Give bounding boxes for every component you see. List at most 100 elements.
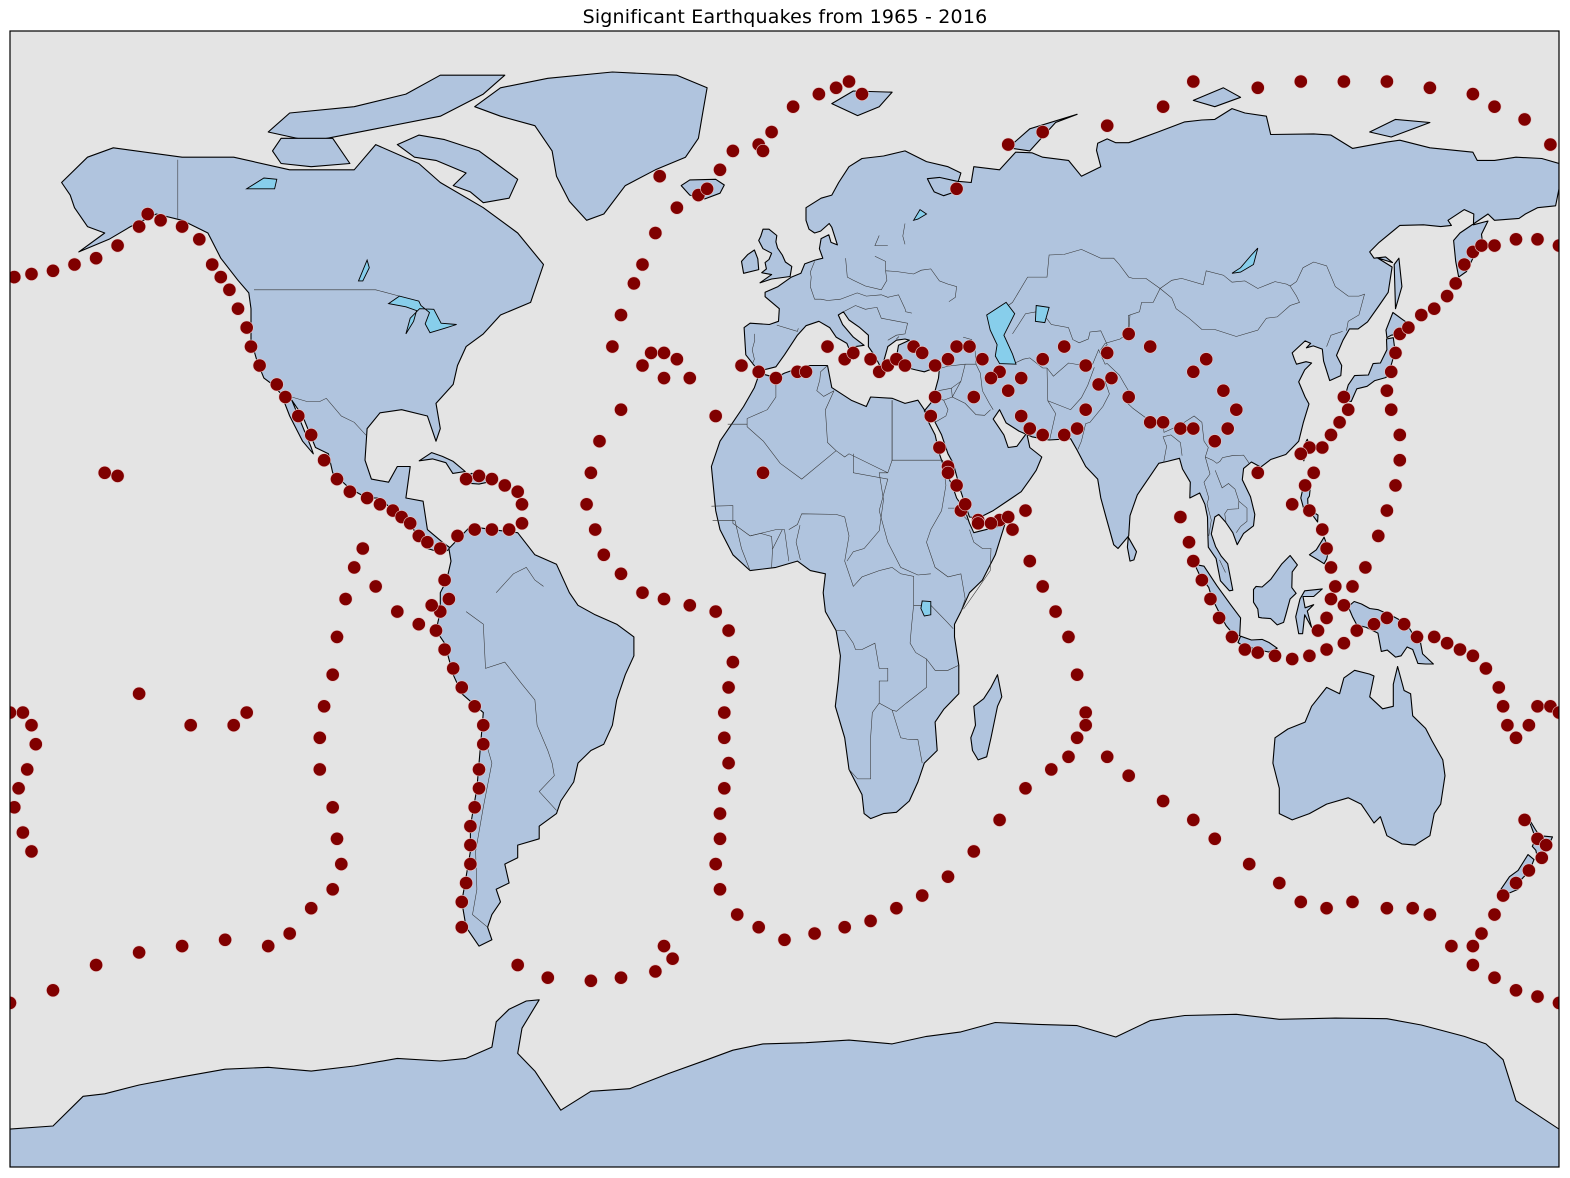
earthquake-point [1207,434,1222,449]
earthquake-point [1509,730,1523,745]
earthquake-point [1337,390,1351,404]
earthquake-point [1319,611,1334,625]
earthquake-point [312,762,327,777]
earthquake-point [717,730,732,745]
earthquake-point [1186,421,1201,436]
land-severnaya-zemlya [1192,87,1242,108]
earthquake-point [1479,661,1493,676]
country-border [846,472,888,562]
earthquake-point [1220,421,1235,436]
earthquake-point [1057,427,1072,442]
earthquake-point [1491,680,1506,695]
earthquake-point [855,87,869,101]
earthquake-point [1397,617,1411,632]
earthquake-point [812,87,826,101]
earthquake-point [312,730,327,745]
earthquake-point [1427,301,1442,316]
earthquake-point [213,270,228,284]
earthquake-point [1315,440,1330,455]
country-border [810,261,815,287]
earthquake-point [592,434,607,449]
land-australia [1272,665,1446,846]
earthquake-point [1500,718,1515,733]
earthquake-point [1487,907,1502,922]
country-border [934,400,949,423]
earthquake-point [1156,415,1170,430]
earthquake-point [1018,781,1033,796]
earthquake-point [984,516,998,531]
country-border [825,390,837,451]
earthquake-point [756,143,770,158]
earthquake-point [1380,74,1394,89]
country-border [750,533,773,550]
earthquake-point [863,914,878,928]
earthquake-point [614,308,628,322]
earthquake-point [368,579,383,594]
earthquake-point [282,926,297,941]
earthquake-point [463,838,478,852]
earthquake-point [670,200,684,215]
country-border [836,630,889,704]
earthquake-point [1457,257,1472,272]
earthquake-point [1212,611,1226,625]
earthquake-point [657,371,671,385]
earthquake-point [429,623,443,638]
earthquake-point [807,926,822,941]
earthquake-point [403,516,418,531]
earthquake-point [510,958,525,972]
earthquake-point [420,535,435,550]
earthquake-point [325,667,340,682]
earthquake-point [1466,87,1480,101]
country-border [1203,456,1212,536]
earthquake-point [1474,926,1489,941]
earthquake-layer [10,74,1559,1010]
earthquake-point [1302,648,1317,663]
earthquake-point [15,705,30,720]
earthquake-point [713,806,727,821]
earthquake-point [1143,339,1158,354]
country-border [795,525,801,560]
earthquake-point [949,181,964,196]
earthquake-point [652,169,667,184]
earthquake-point [132,686,146,701]
country-border [1077,380,1110,450]
earthquake-point [1001,510,1016,524]
earthquake-point [1195,573,1209,587]
earthquake-point [1298,478,1312,493]
earthquake-point [175,939,189,953]
earthquake-point [769,371,783,385]
earthquake-point [966,390,981,404]
earthquake-point [437,573,452,587]
land-japan [1343,337,1396,403]
earthquake-point [820,339,835,354]
earthquake-point [502,522,516,537]
earthquake-point [1401,320,1416,335]
country-border [1219,559,1226,573]
earthquake-point [1371,529,1386,543]
country-border [1162,434,1183,463]
earthquake-point [1121,768,1136,783]
earthquake-point [584,973,598,988]
earthquake-point [1250,645,1265,660]
land-baffin [396,134,519,204]
earthquake-point [1487,99,1502,114]
earthquake-point [46,263,60,278]
earthquake-point [373,497,387,512]
earthquake-point [1552,705,1559,720]
earthquake-point [1380,503,1394,518]
earthquake-point [1337,74,1351,89]
lake-winnipeg [357,258,370,282]
country-border [845,256,888,291]
earthquake-point [1324,560,1338,575]
earthquake-point [1057,339,1072,354]
earthquake-point [928,390,942,404]
earthquake-point [1388,345,1403,360]
earthquake-point [24,718,39,733]
earthquake-point [648,964,663,979]
earthquake-point [1225,630,1239,644]
earthquake-point [1070,667,1084,682]
earthquake-point [992,813,1007,827]
earthquake-point [708,604,723,619]
earthquake-point [1306,465,1321,480]
earthquake-point [846,345,861,360]
